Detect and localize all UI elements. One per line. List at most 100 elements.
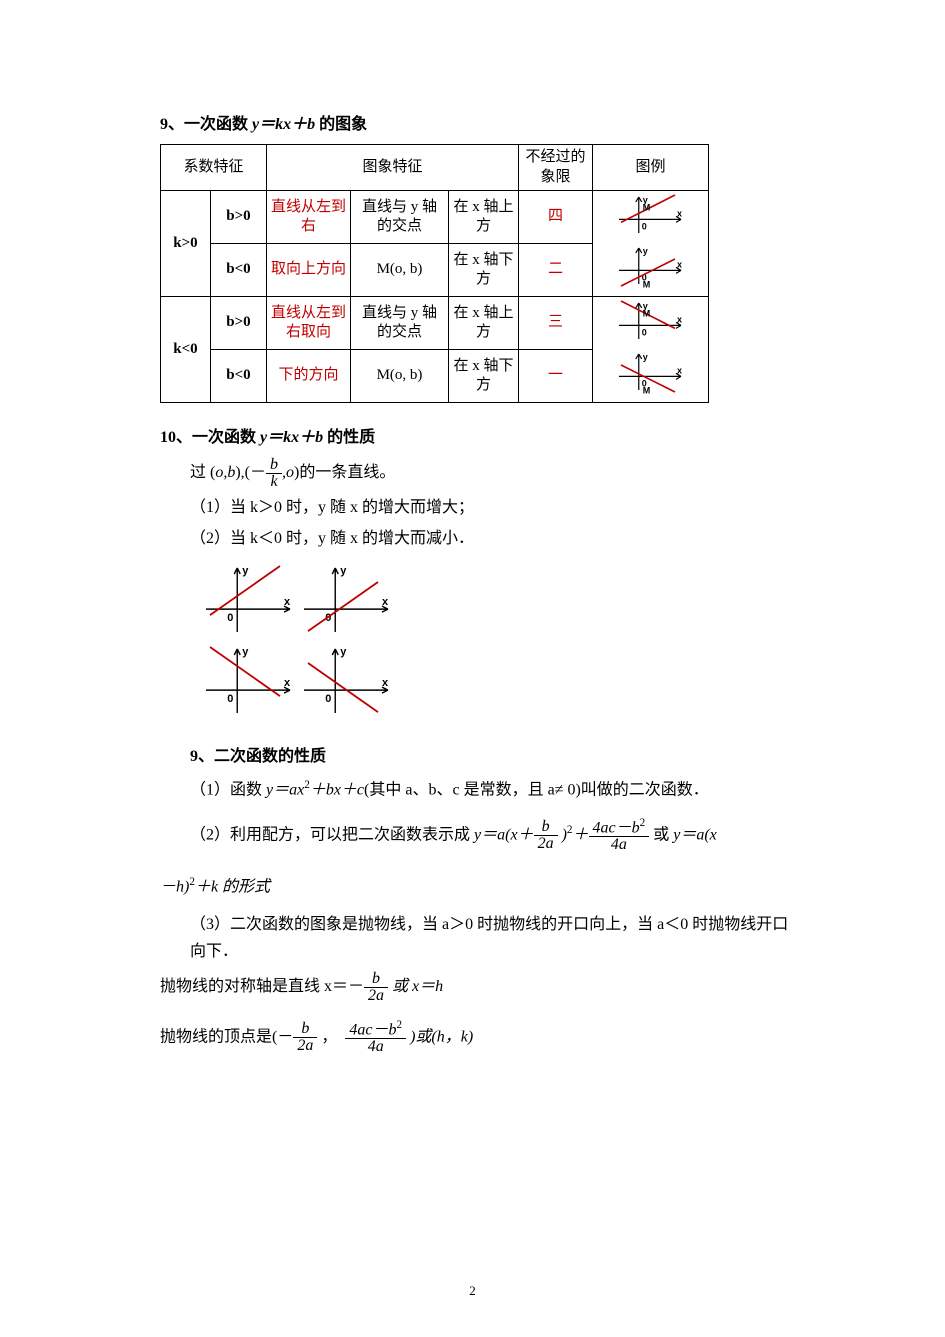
linear-function-table: 系数特征图象特征不经过的象限图例k>0b>0直线从左到右直线与 y 轴的交点在 … bbox=[160, 144, 709, 403]
k-cell: k>0 bbox=[161, 191, 211, 297]
k-cell: k<0 bbox=[161, 297, 211, 403]
heading-text2: 的图象 bbox=[315, 116, 367, 133]
section9-heading: 9、一次函数 y＝kx＋b 的图象 bbox=[160, 110, 800, 134]
fraction: 4ac－b24a bbox=[345, 1020, 406, 1055]
svg-text:0: 0 bbox=[227, 693, 233, 705]
b-cell: b>0 bbox=[211, 297, 267, 350]
linear-graph: yx0 bbox=[298, 562, 396, 638]
quad-item2-cont: －h)2＋k 的形式 bbox=[160, 873, 800, 901]
sup: 2 bbox=[640, 817, 646, 829]
den: k bbox=[266, 474, 282, 490]
mini-graph-icon: yx0M bbox=[615, 299, 687, 343]
svg-text:M: M bbox=[642, 308, 650, 318]
quadrant-cell: 一 bbox=[519, 350, 593, 403]
svg-text:M: M bbox=[642, 385, 650, 394]
svg-text:0: 0 bbox=[641, 221, 646, 231]
t: 或 x＝h bbox=[388, 978, 443, 995]
table-cell: 直线从左到右取向 bbox=[267, 297, 351, 350]
fraction: b2a bbox=[364, 971, 388, 1004]
t: 抛物线的对称轴是直线 x＝－ bbox=[160, 978, 364, 995]
page-number: 2 bbox=[0, 1283, 945, 1299]
four-graphs: yx0yx0yx0yx0 bbox=[200, 562, 800, 724]
table-cell: 在 x 轴上方 bbox=[449, 191, 519, 244]
table-header-cell: 系数特征 bbox=[161, 145, 267, 191]
t: 9、二次函数的性质 bbox=[190, 748, 326, 765]
quad-item3: （3）二次函数的图象是抛物线，当 a＞0 时抛物线的开口向上，当 a＜0 时抛物… bbox=[190, 911, 800, 965]
linear-graph: yx0 bbox=[200, 643, 298, 719]
svg-text:M: M bbox=[642, 279, 650, 288]
t: ),(－ bbox=[235, 464, 266, 481]
table-cell: 在 x 轴下方 bbox=[449, 350, 519, 403]
section10-line1: 过 (o,b),(－bk,o)的一条直线。 bbox=[190, 457, 800, 490]
svg-text:x: x bbox=[284, 596, 291, 608]
num: 4ac－b2 bbox=[345, 1020, 406, 1039]
t: )或(h，k) bbox=[406, 1028, 473, 1045]
svg-text:y: y bbox=[642, 352, 647, 362]
svg-text:M: M bbox=[642, 202, 650, 212]
t: ， bbox=[317, 1028, 345, 1045]
mini-graph-icon: yx0M bbox=[615, 244, 687, 288]
chart-cell: yx0Myx0M bbox=[593, 191, 709, 297]
t: 过 ( bbox=[190, 464, 215, 481]
den: 2a bbox=[534, 836, 558, 852]
den: 4a bbox=[589, 837, 650, 853]
num: b bbox=[293, 1021, 317, 1038]
t: ＋bx＋c bbox=[310, 782, 364, 799]
fraction: b2a bbox=[534, 819, 558, 852]
num: 4ac－b2 bbox=[589, 818, 650, 837]
t: －h) bbox=[160, 879, 189, 896]
heading-text: 10、一次函数 bbox=[160, 429, 260, 446]
svg-text:y: y bbox=[340, 565, 347, 577]
t: （1）当 k＞0 时，y 随 x 的增大而增大； bbox=[190, 499, 474, 516]
t: y＝ax bbox=[266, 782, 304, 799]
b-cell: b>0 bbox=[211, 191, 267, 244]
t: 抛物线的顶点是(－ bbox=[160, 1028, 293, 1045]
den: 2a bbox=[364, 988, 388, 1004]
table-cell: M(o, b) bbox=[351, 244, 449, 297]
section10-item2: （2）当 k＜0 时，y 随 x 的增大而减小． bbox=[190, 525, 800, 552]
t: y＝a(x＋ bbox=[474, 826, 534, 843]
table-cell: 直线与 y 轴的交点 bbox=[351, 191, 449, 244]
svg-text:x: x bbox=[284, 677, 291, 689]
t: ) bbox=[558, 826, 567, 843]
quadrant-cell: 三 bbox=[519, 297, 593, 350]
svg-text:0: 0 bbox=[227, 612, 233, 624]
svg-text:x: x bbox=[677, 365, 682, 375]
b-cell: b<0 bbox=[211, 350, 267, 403]
heading-math: y＝kx＋b bbox=[260, 429, 323, 446]
quad-vertex: 抛物线的顶点是(－b2a ， 4ac－b24a )或(h，k) bbox=[160, 1020, 800, 1055]
fraction: b2a bbox=[293, 1021, 317, 1054]
t: ＋ bbox=[572, 826, 588, 843]
t: y＝a(x bbox=[673, 826, 717, 843]
table-cell: M(o, b) bbox=[351, 350, 449, 403]
linear-graph: y x 0 bbox=[200, 562, 298, 638]
heading-text2: 的性质 bbox=[323, 429, 375, 446]
svg-text:x: x bbox=[382, 677, 389, 689]
table-cell: 在 x 轴下方 bbox=[449, 244, 519, 297]
num: b bbox=[364, 971, 388, 988]
t: （2）当 k＜0 时，y 随 x 的增大而减小． bbox=[190, 530, 474, 547]
heading-text: 9、一次函数 bbox=[160, 116, 252, 133]
svg-text:y: y bbox=[340, 646, 347, 658]
quadrant-cell: 四 bbox=[519, 191, 593, 244]
svg-text:0: 0 bbox=[641, 327, 646, 337]
num: b bbox=[534, 819, 558, 836]
quad-item2: （2）利用配方，可以把二次函数表示成 y＝a(x＋b2a )2＋4ac－b24a… bbox=[190, 818, 800, 853]
mini-graph-icon: yx0M bbox=[615, 350, 687, 394]
table-cell: 在 x 轴上方 bbox=[449, 297, 519, 350]
section10-heading: 10、一次函数 y＝kx＋b 的性质 bbox=[160, 423, 800, 447]
t: 或 bbox=[649, 826, 673, 843]
t: 4ac－b bbox=[593, 819, 640, 836]
b-cell: b<0 bbox=[211, 244, 267, 297]
svg-text:y: y bbox=[242, 565, 249, 577]
svg-text:x: x bbox=[677, 314, 682, 324]
t: (其中 a、b、c 是常数，且 a≠ 0)叫做的二次函数． bbox=[364, 782, 709, 799]
svg-text:x: x bbox=[382, 596, 389, 608]
den: 4a bbox=[345, 1039, 406, 1055]
fraction: bk bbox=[266, 457, 282, 490]
t: )的一条直线。 bbox=[294, 464, 395, 481]
fraction: 4ac－b24a bbox=[589, 818, 650, 853]
den: 2a bbox=[293, 1038, 317, 1054]
t: （3）二次函数的图象是抛物线，当 a＞0 时抛物线的开口向上，当 a＜0 时抛物… bbox=[190, 916, 788, 960]
svg-text:x: x bbox=[677, 259, 682, 269]
